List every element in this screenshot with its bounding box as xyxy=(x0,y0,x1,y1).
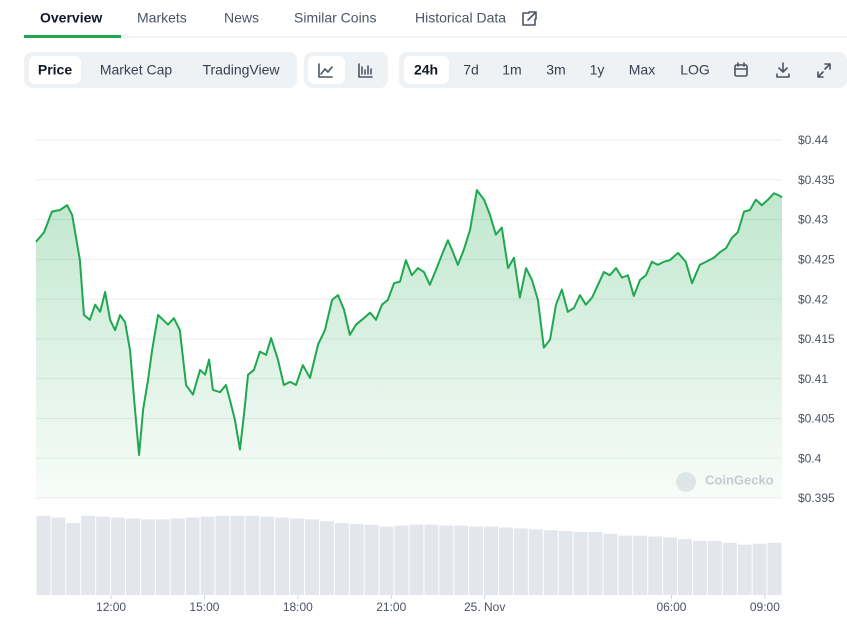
tab[interactable]: News xyxy=(224,10,259,26)
volume-bar xyxy=(140,519,155,595)
volume-bar xyxy=(678,539,692,595)
volume-bar xyxy=(737,544,752,595)
price-line xyxy=(35,189,783,457)
volume-bar xyxy=(81,515,96,595)
volume-bar xyxy=(66,523,81,595)
volume-bar xyxy=(543,530,558,595)
download-icon[interactable] xyxy=(776,62,790,78)
volume-bar xyxy=(573,532,588,595)
y-tick-label: $0.425 xyxy=(798,253,835,267)
volume-bar xyxy=(349,523,364,595)
volume-bar xyxy=(260,516,275,595)
volume-bar xyxy=(424,524,439,595)
volume-bar xyxy=(722,542,737,595)
volume-bar xyxy=(111,517,126,595)
volume-bar xyxy=(364,524,379,595)
range-button[interactable]: 24h xyxy=(414,62,438,78)
active-tab-indicator xyxy=(24,35,121,38)
line-chart-icon[interactable] xyxy=(318,63,333,78)
calendar-icon[interactable] xyxy=(734,62,748,77)
volume-bar xyxy=(439,525,454,595)
y-tick-label: $0.44 xyxy=(798,133,828,147)
x-tick-label: 25. Nov xyxy=(464,600,505,614)
volume-bar xyxy=(51,517,66,595)
range-button[interactable]: LOG xyxy=(680,62,710,78)
volume-bar xyxy=(692,541,707,595)
range-button[interactable]: 1y xyxy=(590,62,605,78)
volume-bar xyxy=(663,537,678,595)
x-tick-label: 09:00 xyxy=(750,600,780,614)
x-tick-label: 18:00 xyxy=(283,600,313,614)
volume-bar xyxy=(454,525,469,595)
volume-bar xyxy=(305,519,319,595)
y-tick-label: $0.395 xyxy=(798,491,835,505)
volume-bar xyxy=(334,523,349,595)
tab[interactable]: Overview xyxy=(40,10,102,26)
volume-bar xyxy=(170,518,185,595)
volume-bar xyxy=(96,516,111,595)
volume-bar xyxy=(588,532,603,595)
volume-bar xyxy=(200,516,215,595)
volume-bar xyxy=(126,518,140,595)
view-switcher xyxy=(24,52,297,88)
volume-bar xyxy=(603,533,618,595)
range-button[interactable]: 3m xyxy=(546,62,565,78)
x-tick-label: 06:00 xyxy=(656,600,686,614)
volume-bar xyxy=(230,515,245,595)
volume-bar xyxy=(319,521,334,595)
volume-bar xyxy=(707,541,722,595)
range-button[interactable]: 7d xyxy=(463,62,479,78)
volume-bar xyxy=(185,517,200,595)
tab[interactable]: Similar Coins xyxy=(294,10,376,26)
range-button[interactable]: 1m xyxy=(502,62,521,78)
volume-bar xyxy=(558,531,573,595)
volume-bar xyxy=(36,515,51,595)
volume-bar xyxy=(469,526,484,595)
range-switcher xyxy=(399,52,847,88)
x-tick-label: 12:00 xyxy=(96,600,126,614)
fullscreen-icon[interactable] xyxy=(817,63,831,78)
volume-bar xyxy=(215,515,230,595)
y-tick-label: $0.41 xyxy=(798,372,828,386)
volume-bar xyxy=(752,543,767,595)
volume-bar xyxy=(155,519,170,595)
y-tick-label: $0.405 xyxy=(798,412,835,426)
tab[interactable]: Markets xyxy=(137,10,187,26)
plot: $0.395 $0.4 $0.405 $0.41 $0.415 $0.42 $0.425 $0… xyxy=(35,133,835,614)
view-button[interactable]: Market Cap xyxy=(100,62,173,78)
y-tick-label: $0.43 xyxy=(798,213,828,227)
volume-bar xyxy=(484,526,499,595)
view-button[interactable]: Price xyxy=(38,62,72,78)
volume-bar xyxy=(499,527,513,595)
volume-bar xyxy=(379,526,394,595)
external-link-icon xyxy=(522,11,537,26)
x-tick-label: 21:00 xyxy=(376,600,406,614)
y-tick-label: $0.4 xyxy=(798,451,822,465)
volume-bar xyxy=(633,535,648,595)
volume-bar xyxy=(275,517,290,595)
view-button[interactable]: TradingView xyxy=(202,62,280,78)
tab[interactable]: Historical Data xyxy=(415,10,506,26)
volume-bar xyxy=(409,524,424,595)
volume-bar xyxy=(618,535,633,595)
range-button[interactable]: Max xyxy=(629,62,655,78)
volume-bar xyxy=(245,515,260,595)
y-tick-label: $0.415 xyxy=(798,332,835,346)
candle-chart-icon[interactable] xyxy=(358,63,373,78)
volume-bar xyxy=(394,525,409,595)
volume-bar xyxy=(648,536,663,595)
y-tick-label: $0.435 xyxy=(798,173,835,187)
active-button xyxy=(404,56,449,84)
volume-bar xyxy=(528,529,543,595)
volume-bar xyxy=(513,528,528,595)
y-tick-label: $0.42 xyxy=(798,292,828,306)
active-button xyxy=(29,56,81,84)
volume-bar xyxy=(290,518,305,595)
x-tick-label: 15:00 xyxy=(189,600,219,614)
price-area xyxy=(36,190,782,498)
volume-bar xyxy=(767,542,782,595)
